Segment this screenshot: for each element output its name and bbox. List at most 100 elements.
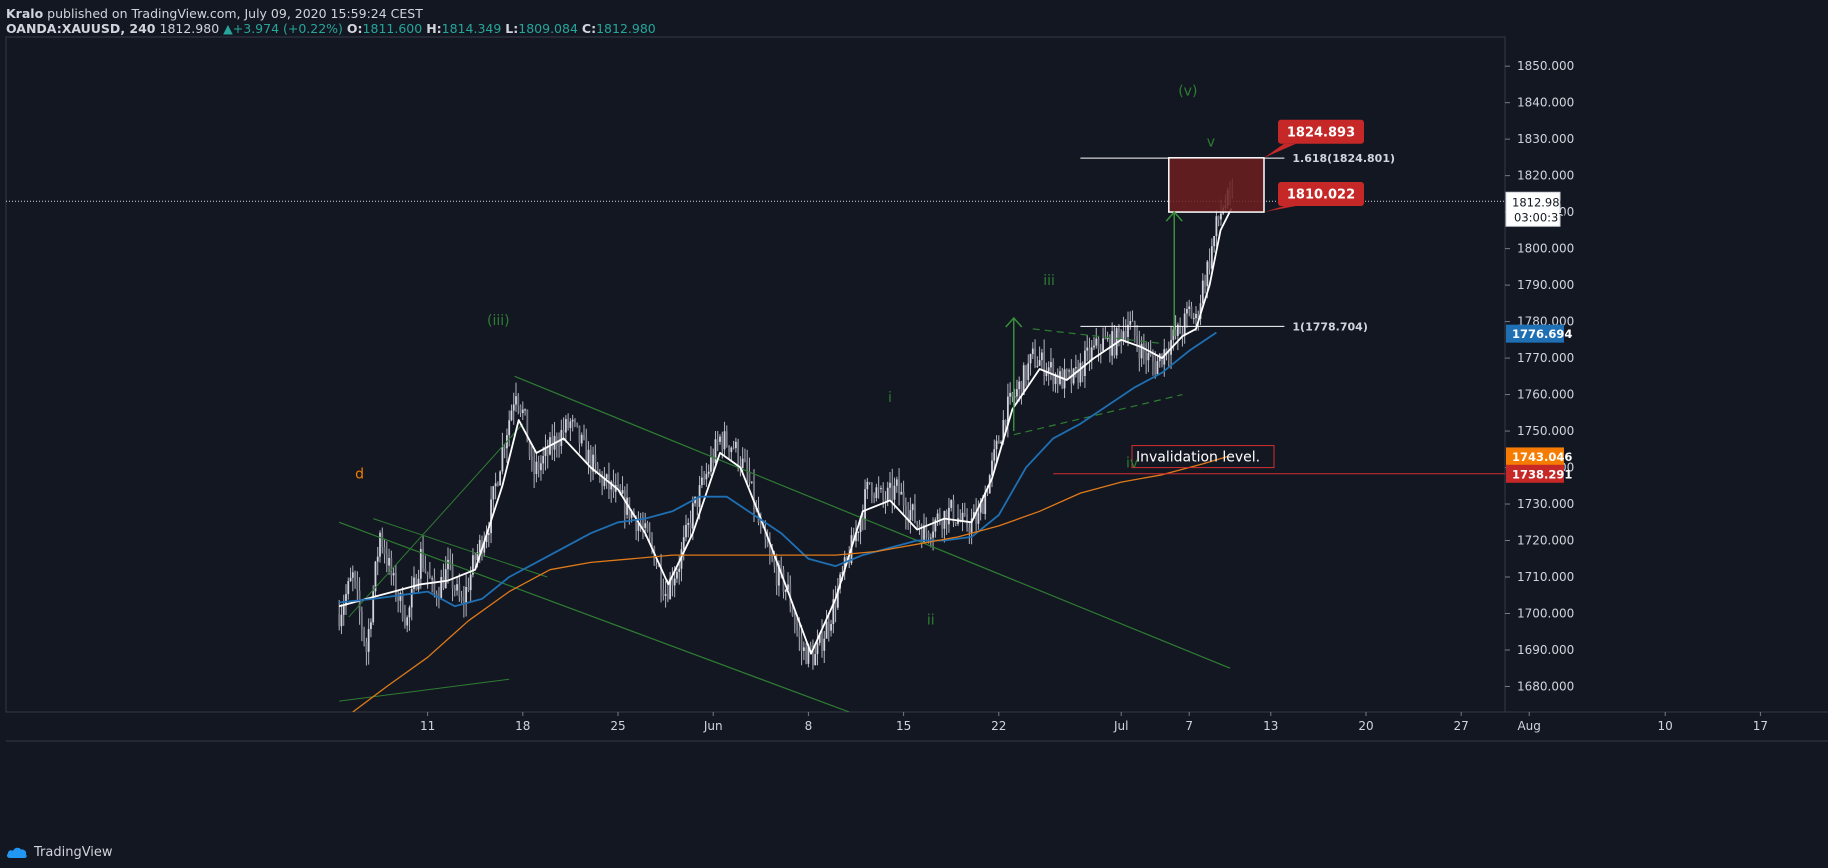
wave-label[interactable]: v — [1207, 134, 1215, 150]
candle-body — [1183, 313, 1186, 336]
candle-body — [725, 431, 728, 446]
author-name[interactable]: Kralo — [6, 6, 44, 21]
candle-body — [365, 642, 368, 652]
open-label: O: — [346, 21, 363, 36]
price-tag-orange[interactable]: 1743.046 — [1506, 447, 1572, 466]
candle-body — [961, 512, 964, 521]
candle-body — [914, 504, 916, 523]
candle-body — [503, 446, 506, 449]
candle-body — [1102, 338, 1104, 351]
candle-body — [555, 435, 558, 446]
candle-body — [1036, 365, 1039, 367]
price-callout[interactable]: 1824.893 — [1264, 119, 1364, 158]
candle-body — [564, 419, 567, 433]
trendline[interactable] — [339, 678, 510, 702]
candle-body — [884, 499, 887, 501]
candle-body — [780, 564, 783, 570]
price-tag-box — [1506, 447, 1564, 466]
candle-body — [959, 518, 962, 521]
candle-body — [392, 573, 395, 576]
wave-label[interactable]: (v) — [1178, 83, 1197, 99]
callout-label: 1810.022 — [1287, 188, 1355, 203]
candle-body — [945, 511, 948, 525]
candle-body — [925, 525, 928, 533]
trendline[interactable] — [1032, 328, 1163, 345]
symbol-label[interactable]: OANDA:XAUUSD, 240 — [6, 21, 156, 36]
y-axis[interactable]: 1680.000 1690.000 1700.000 1710.000 1720.000… — [1505, 59, 1574, 693]
wave-label[interactable]: ii — [927, 612, 935, 628]
candle-body — [422, 548, 424, 569]
candle-body — [1204, 280, 1206, 287]
price-tag-value: 1743.046 — [1512, 450, 1572, 464]
trendline[interactable] — [338, 521, 850, 712]
plot-area[interactable]: 1.618(1824.801) 1(1778.704) 1824.893 1810.0… — [6, 83, 1505, 712]
candle-body — [707, 471, 710, 474]
candle-body — [605, 474, 608, 479]
candle-body — [655, 564, 658, 567]
chart-header: Kralo published on TradingView.com, July… — [0, 0, 1828, 40]
wave-label[interactable]: iv — [1126, 456, 1138, 472]
y-tick-label: 1690.000 — [1517, 643, 1574, 657]
trendline[interactable] — [348, 423, 524, 618]
y-tick-label: 1750.000 — [1517, 424, 1574, 438]
price-callout[interactable]: 1810.022 — [1264, 182, 1364, 213]
y-tick-label: 1850.000 — [1517, 59, 1574, 73]
candle-body — [836, 588, 839, 608]
trendline[interactable] — [1013, 394, 1183, 436]
candle-body — [1215, 216, 1218, 237]
candle-body — [462, 600, 465, 604]
candle-body — [920, 529, 923, 543]
candle-body — [943, 511, 946, 529]
candle-body — [680, 549, 683, 569]
brand-name: TradingView — [34, 844, 113, 860]
target-zone-box[interactable] — [1168, 157, 1265, 213]
fib-level-label: 1.618(1824.801) — [1292, 152, 1395, 165]
price-tag-red[interactable]: 1738.291 — [1506, 464, 1572, 483]
wave-label[interactable]: d — [355, 466, 364, 482]
candle-body — [1138, 344, 1141, 359]
candle-body — [635, 516, 638, 531]
candle-body — [825, 621, 828, 639]
candle-body — [1072, 368, 1075, 384]
wave-label[interactable]: i — [888, 390, 892, 406]
moving-average-blue[interactable] — [339, 331, 1217, 608]
candle-body — [1061, 371, 1064, 389]
candle-body — [360, 611, 363, 629]
price-tag-blue[interactable]: 1776.694 — [1506, 324, 1572, 343]
candle-body — [721, 436, 724, 450]
footer: TradingView — [0, 836, 1828, 868]
invalidation-note[interactable]: Invalidation level. — [1131, 445, 1275, 469]
trendline[interactable] — [373, 518, 548, 578]
candle-body — [583, 434, 585, 438]
moving-average-orange[interactable] — [352, 455, 1228, 712]
moving-average-white[interactable] — [338, 208, 1233, 655]
candle-body — [796, 624, 798, 631]
candle-body — [617, 484, 619, 487]
candle-body — [1056, 374, 1059, 385]
wave-label[interactable]: iii — [1043, 273, 1055, 289]
x-axis[interactable]: 111825Jun81522Jul7132027Aug101724 — [420, 712, 1828, 733]
candle-body — [812, 650, 814, 666]
wave-label[interactable]: (iii) — [487, 313, 510, 329]
trendline[interactable] — [514, 375, 1231, 669]
candle-body — [601, 474, 604, 487]
callout-box — [1278, 182, 1364, 207]
candle-body — [1188, 306, 1191, 309]
candle-body — [970, 518, 973, 533]
callout-box — [1278, 119, 1364, 144]
candle-body — [478, 540, 481, 553]
close-label: C: — [581, 21, 597, 36]
candle-body — [787, 584, 789, 590]
candle-body — [1152, 355, 1154, 363]
candle-body — [902, 491, 905, 506]
candle-body — [1025, 365, 1027, 380]
candle-body — [528, 442, 531, 457]
candle-body — [460, 597, 463, 601]
candle-body — [535, 461, 538, 475]
candle-body — [1045, 371, 1048, 377]
tradingview-logo[interactable]: TradingView — [6, 845, 113, 860]
candle-body — [982, 503, 984, 514]
candle-body — [893, 485, 896, 500]
